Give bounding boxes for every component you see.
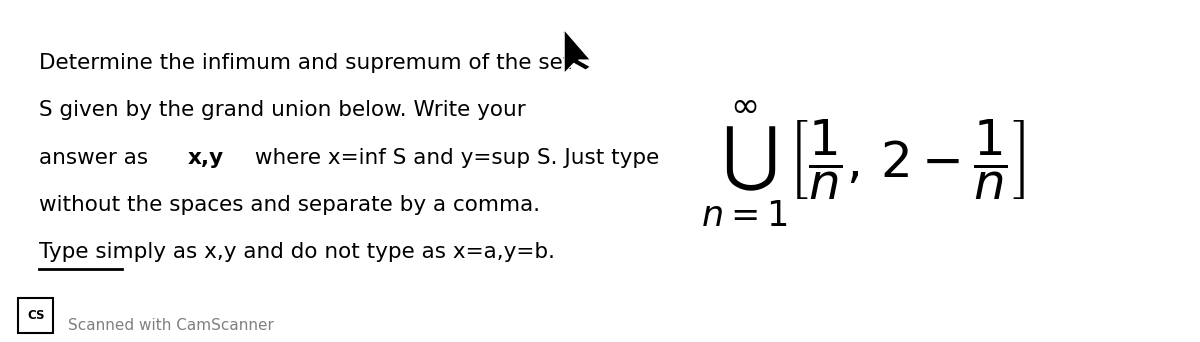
Text: Scanned with CamScanner: Scanned with CamScanner xyxy=(68,318,275,333)
Text: S given by the grand union below. Write your: S given by the grand union below. Write … xyxy=(38,101,526,120)
Text: where x=inf S and y=sup S. Just type: where x=inf S and y=sup S. Just type xyxy=(247,147,659,168)
Text: answer as: answer as xyxy=(38,147,155,168)
Text: x,y: x,y xyxy=(188,147,224,168)
Text: CS: CS xyxy=(26,309,44,322)
Text: without the spaces and separate by a comma.: without the spaces and separate by a com… xyxy=(38,195,540,215)
Text: Determine the infimum and supremum of the set: Determine the infimum and supremum of th… xyxy=(38,53,571,73)
Text: $\bigcup_{n=1}^{\infty}\left[\dfrac{1}{n},\, 2-\dfrac{1}{n}\right]$: $\bigcup_{n=1}^{\infty}\left[\dfrac{1}{n… xyxy=(701,99,1025,229)
Text: Type simply as x,y and do not type as x=a,y=b.: Type simply as x,y and do not type as x=… xyxy=(38,242,554,262)
FancyBboxPatch shape xyxy=(18,298,53,333)
Polygon shape xyxy=(564,30,590,74)
